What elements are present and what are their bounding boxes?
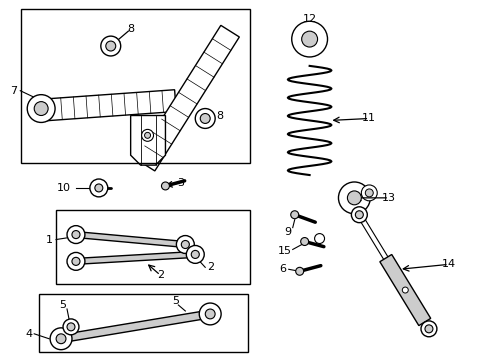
Polygon shape [379,255,430,325]
Circle shape [50,328,72,350]
Text: 4: 4 [25,329,33,339]
Circle shape [27,95,55,122]
Polygon shape [136,25,239,171]
Polygon shape [82,252,189,264]
Bar [56,210,249,284]
Text: 3: 3 [177,178,183,188]
Circle shape [72,230,80,239]
Polygon shape [68,311,203,341]
Text: 5: 5 [60,300,66,310]
Circle shape [186,246,204,264]
Circle shape [95,184,102,192]
Circle shape [90,179,107,197]
Text: 5: 5 [172,296,179,306]
Bar [21,9,249,163]
Text: 11: 11 [362,113,376,123]
Circle shape [105,41,116,51]
Text: 14: 14 [441,259,455,269]
Text: 15: 15 [277,247,291,256]
Circle shape [181,240,189,248]
Circle shape [195,109,215,129]
Text: 8: 8 [127,24,134,34]
Circle shape [295,267,303,275]
Circle shape [355,211,363,219]
Circle shape [161,182,169,190]
Text: 2: 2 [206,262,213,272]
Text: 8: 8 [216,111,223,121]
Text: 7: 7 [10,86,17,96]
Circle shape [67,252,85,270]
Circle shape [101,36,121,56]
Circle shape [424,325,432,333]
Text: 1: 1 [45,234,53,244]
Circle shape [34,102,48,116]
Polygon shape [130,116,165,165]
Circle shape [301,31,317,47]
Circle shape [142,129,153,141]
Circle shape [420,321,436,337]
Circle shape [402,287,407,293]
Circle shape [191,251,199,258]
Text: 9: 9 [284,226,291,237]
Circle shape [314,234,324,243]
Circle shape [199,303,221,325]
Circle shape [176,235,194,253]
Text: 13: 13 [382,193,395,203]
Circle shape [351,207,366,223]
Circle shape [200,113,210,123]
Text: 10: 10 [57,183,71,193]
Text: 2: 2 [157,270,163,280]
Circle shape [205,309,215,319]
Text: 6: 6 [279,264,285,274]
Circle shape [67,226,85,243]
Circle shape [72,257,80,265]
Circle shape [63,319,79,335]
Circle shape [338,182,369,214]
Polygon shape [35,90,176,121]
Circle shape [290,211,298,219]
Circle shape [361,185,376,201]
Circle shape [300,238,308,246]
Polygon shape [357,213,390,264]
Circle shape [291,21,327,57]
Circle shape [56,334,66,344]
Text: 12: 12 [302,14,316,24]
Polygon shape [82,232,179,247]
Bar [39,294,247,352]
Circle shape [144,132,150,138]
Circle shape [67,323,75,331]
Circle shape [346,191,361,205]
Circle shape [365,189,372,197]
